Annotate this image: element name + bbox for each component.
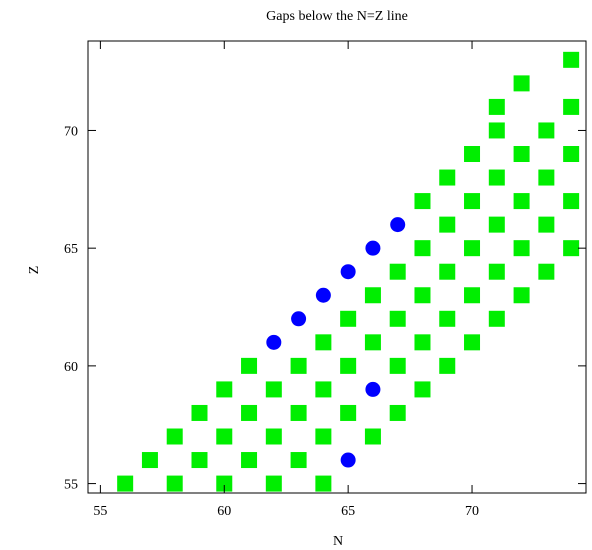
square-point: [538, 169, 555, 186]
x-tick-label: 65: [341, 504, 355, 519]
y-tick-label: 55: [64, 478, 78, 493]
square-point: [191, 404, 208, 421]
square-point: [340, 310, 357, 327]
square-point: [464, 240, 481, 257]
series-squares: [117, 51, 580, 492]
circle-point: [365, 381, 381, 397]
square-point: [166, 428, 183, 445]
square-point: [315, 475, 332, 492]
y-axis-title: Z: [27, 266, 42, 275]
square-point: [563, 51, 580, 68]
square-point: [389, 404, 406, 421]
square-point: [241, 404, 258, 421]
square-point: [216, 381, 233, 398]
square-point: [513, 146, 530, 162]
square-point: [364, 287, 381, 304]
square-point: [265, 475, 282, 492]
square-point: [389, 357, 406, 374]
square-point: [389, 310, 406, 327]
y-tick-label: 65: [64, 242, 78, 257]
square-point: [513, 287, 530, 304]
square-point: [488, 310, 505, 327]
square-point: [439, 216, 456, 233]
square-point: [439, 310, 456, 327]
square-point: [488, 98, 505, 115]
x-tick-label: 70: [465, 504, 479, 519]
square-point: [414, 334, 431, 351]
square-point: [414, 193, 431, 210]
square-point: [241, 452, 258, 469]
square-point: [141, 452, 158, 469]
square-point: [315, 381, 332, 398]
chart-title: Gaps below the N=Z line: [266, 9, 408, 24]
square-point: [364, 428, 381, 445]
square-point: [265, 381, 282, 398]
circle-point: [390, 217, 406, 233]
square-point: [290, 404, 307, 421]
square-point: [563, 98, 580, 115]
square-point: [414, 240, 431, 257]
circle-point: [291, 311, 307, 327]
square-point: [439, 357, 456, 374]
square-point: [563, 240, 580, 257]
x-axis-title: N: [333, 534, 343, 549]
square-point: [439, 169, 456, 186]
square-point: [315, 334, 332, 351]
square-point: [364, 334, 381, 351]
square-point: [191, 452, 208, 469]
square-point: [513, 193, 530, 210]
series-circles: [266, 217, 406, 468]
square-point: [439, 263, 456, 280]
square-point: [488, 263, 505, 280]
square-point: [414, 381, 431, 398]
square-point: [117, 475, 134, 492]
circle-point: [266, 334, 282, 350]
circle-point: [315, 287, 331, 303]
square-point: [563, 146, 580, 162]
square-point: [414, 287, 431, 304]
square-point: [464, 193, 481, 210]
square-point: [290, 452, 307, 469]
square-point: [488, 216, 505, 233]
x-tick-label: 60: [217, 504, 231, 519]
square-point: [538, 263, 555, 280]
square-point: [464, 334, 481, 351]
square-point: [513, 240, 530, 257]
square-point: [166, 475, 183, 492]
square-point: [241, 357, 258, 374]
axis-ticks: 55 60 65 70 55 60 65 70: [64, 41, 586, 519]
square-point: [216, 428, 233, 445]
square-point: [538, 122, 555, 139]
square-point: [464, 146, 481, 162]
square-point: [216, 475, 233, 492]
square-point: [538, 216, 555, 233]
y-tick-label: 60: [64, 360, 78, 375]
square-point: [290, 357, 307, 374]
circle-point: [340, 264, 356, 280]
square-point: [488, 122, 505, 139]
square-point: [513, 75, 530, 92]
square-point: [563, 193, 580, 210]
plot-area: [117, 51, 580, 492]
square-point: [265, 428, 282, 445]
square-point: [389, 263, 406, 280]
plot-frame: [87, 40, 587, 494]
x-tick-label: 55: [93, 504, 107, 519]
circle-point: [340, 452, 356, 468]
square-point: [340, 357, 357, 374]
square-point: [340, 404, 357, 421]
circle-point: [365, 240, 381, 256]
square-point: [488, 169, 505, 186]
square-point: [315, 428, 332, 445]
y-tick-label: 70: [64, 124, 78, 139]
square-point: [464, 287, 481, 304]
